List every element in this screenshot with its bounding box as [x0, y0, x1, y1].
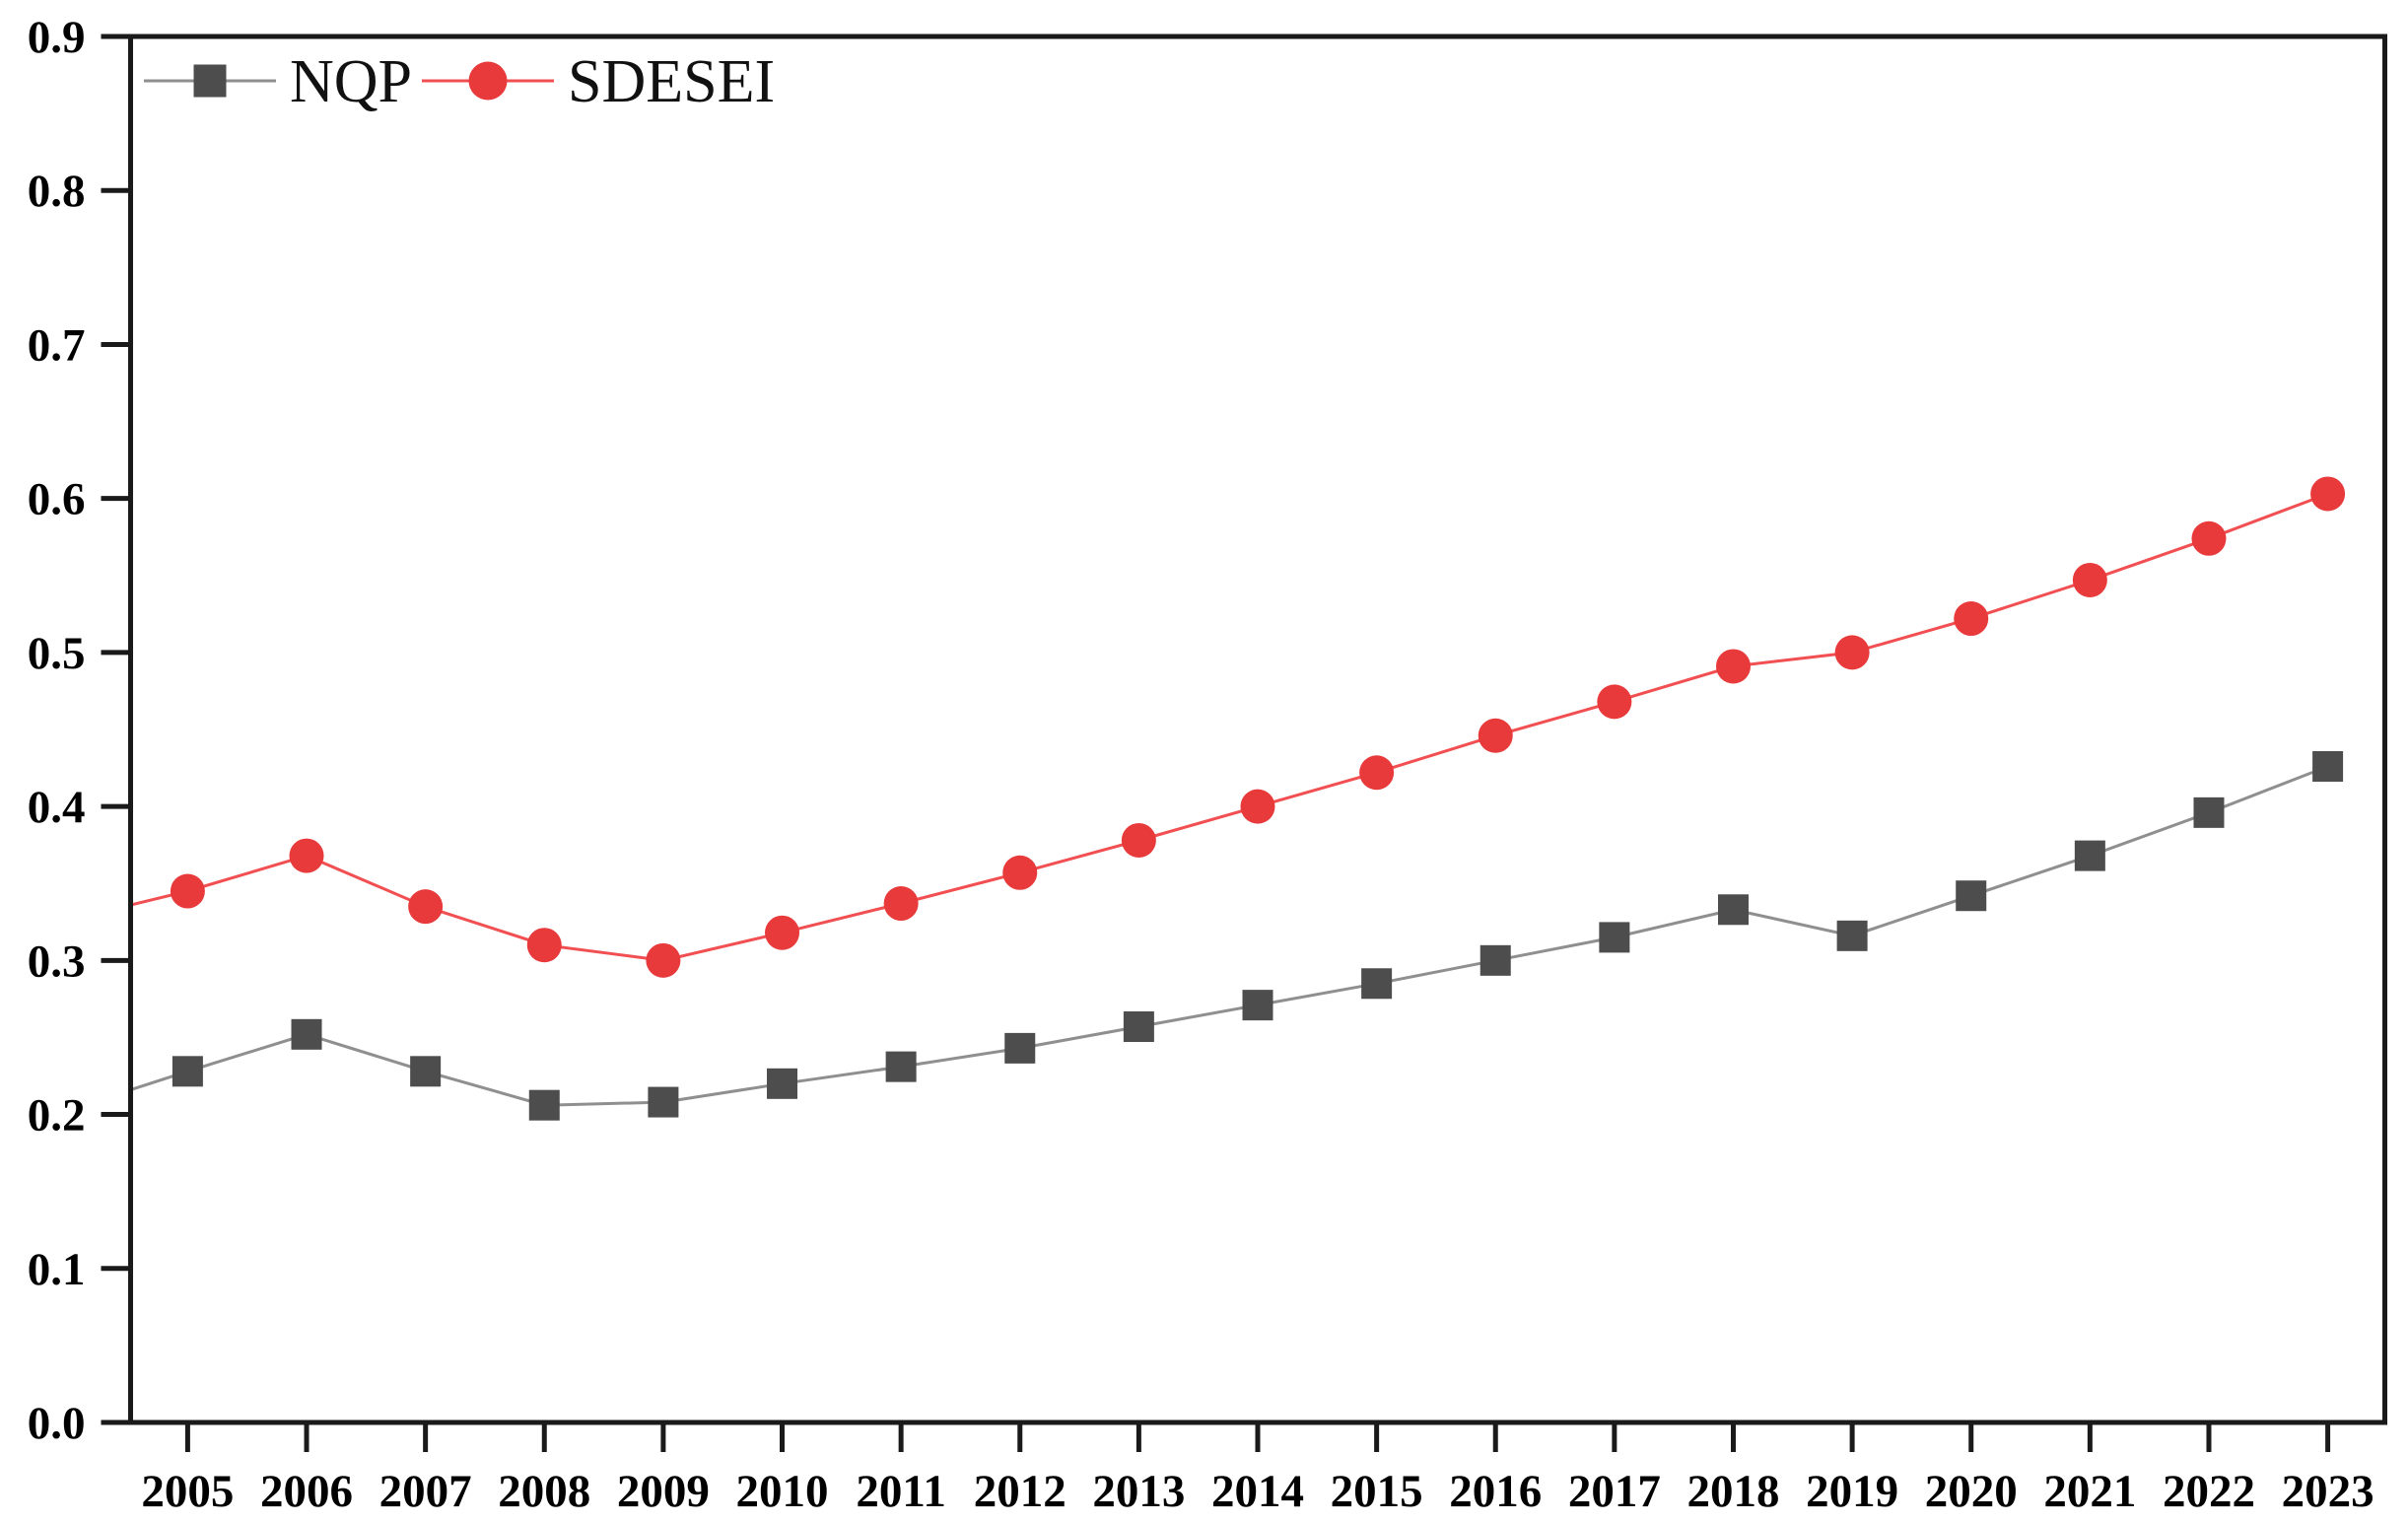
series-nqp-line [130, 765, 2329, 1107]
series-sdesei-marker [2310, 476, 2346, 512]
series-nqp-marker [528, 1089, 560, 1121]
y-tick-label: 0.9 [28, 12, 86, 63]
y-tick-label: 0.3 [28, 935, 86, 987]
series-sdesei-marker [765, 915, 800, 950]
legend: NQP SDESEI [144, 48, 775, 115]
plot-frame [128, 34, 2387, 1425]
series-sdesei-marker [526, 928, 562, 963]
series-nqp-marker [1361, 968, 1393, 1000]
series-sdesei-marker [1954, 601, 1989, 637]
x-tick-label: 2006 [260, 1466, 353, 1517]
series-nqp-marker [1836, 920, 1868, 951]
x-tick-label: 2022 [2163, 1466, 2255, 1517]
series-sdesei-marker [1597, 684, 1632, 720]
series-sdesei-marker [408, 889, 444, 925]
x-tick-label: 2005 [141, 1466, 234, 1517]
series-nqp-marker [1599, 922, 1630, 953]
series-sdesei-marker [1834, 635, 1870, 670]
series-sdesei-line [130, 492, 2329, 962]
series-sdesei-marker [289, 838, 324, 873]
series-nqp-marker [1123, 1011, 1154, 1043]
x-tick-label: 2023 [2282, 1466, 2374, 1517]
series-nqp-marker [1479, 944, 1511, 976]
legend-label-sdesei: SDESEI [568, 48, 775, 115]
series-sdesei-marker [170, 873, 205, 909]
x-tick-label: 2014 [1211, 1466, 1304, 1517]
legend-item-sdesei: SDESEI [422, 48, 775, 115]
x-tick-label: 2008 [498, 1466, 590, 1517]
x-tick-label: 2010 [736, 1466, 829, 1517]
x-tick-label: 2012 [974, 1466, 1066, 1517]
y-tick-label: 0.0 [28, 1398, 86, 1449]
y-tick-label: 0.6 [28, 474, 86, 525]
series-nqp-marker [410, 1056, 442, 1087]
series-sdesei-marker [1715, 649, 1751, 684]
x-tick-label: 2021 [2043, 1466, 2136, 1517]
series-nqp-marker [2312, 750, 2344, 782]
x-tick-label: 2017 [1568, 1466, 1661, 1517]
legend-item-nqp: NQP [144, 48, 412, 115]
series-nqp-marker [172, 1056, 203, 1087]
x-tick-label: 2011 [856, 1466, 945, 1517]
series-sdesei-marker [1478, 718, 1513, 753]
series-nqp-marker [1242, 990, 1273, 1021]
y-tick-label: 0.5 [28, 628, 86, 679]
series-sdesei-marker [2191, 520, 2227, 556]
series-nqp-marker [1004, 1032, 1036, 1064]
series-nqp-marker [291, 1018, 322, 1050]
y-tick-label: 0.1 [28, 1244, 86, 1295]
series-nqp-marker [767, 1068, 798, 1099]
legend-marker-nqp-square [193, 64, 227, 98]
series-nqp-marker [2193, 796, 2225, 828]
series-sdesei-marker [646, 942, 681, 978]
series-nqp-marker [885, 1051, 917, 1082]
x-tick-label: 2013 [1092, 1466, 1185, 1517]
x-tick-label: 2016 [1449, 1466, 1542, 1517]
x-tick-label: 2020 [1925, 1466, 2018, 1517]
x-tick-label: 2018 [1686, 1466, 1779, 1517]
x-tick-label: 2007 [379, 1466, 472, 1517]
series-sdesei-marker [1002, 855, 1038, 890]
x-tick-label: 2015 [1331, 1466, 1423, 1517]
series-sdesei-marker [1359, 755, 1395, 791]
series-nqp-marker [1717, 894, 1749, 926]
series-sdesei-marker [1240, 789, 1275, 824]
series-nqp-marker [1956, 880, 1987, 912]
series-nqp-marker [2074, 840, 2105, 871]
legend-marker-sdesei-circle [468, 61, 508, 101]
y-tick-label: 0.4 [28, 782, 86, 833]
y-tick-label: 0.2 [28, 1090, 86, 1142]
y-tick-label: 0.7 [28, 319, 86, 371]
legend-label-nqp: NQP [290, 48, 412, 115]
series-sdesei-marker [883, 886, 919, 922]
x-tick-label: 2009 [617, 1466, 710, 1517]
x-tick-label: 2019 [1806, 1466, 1898, 1517]
y-tick-label: 0.8 [28, 166, 86, 217]
series-nqp-marker [648, 1086, 679, 1118]
series-sdesei-marker [2072, 562, 2107, 597]
series-sdesei-marker [1121, 822, 1156, 858]
